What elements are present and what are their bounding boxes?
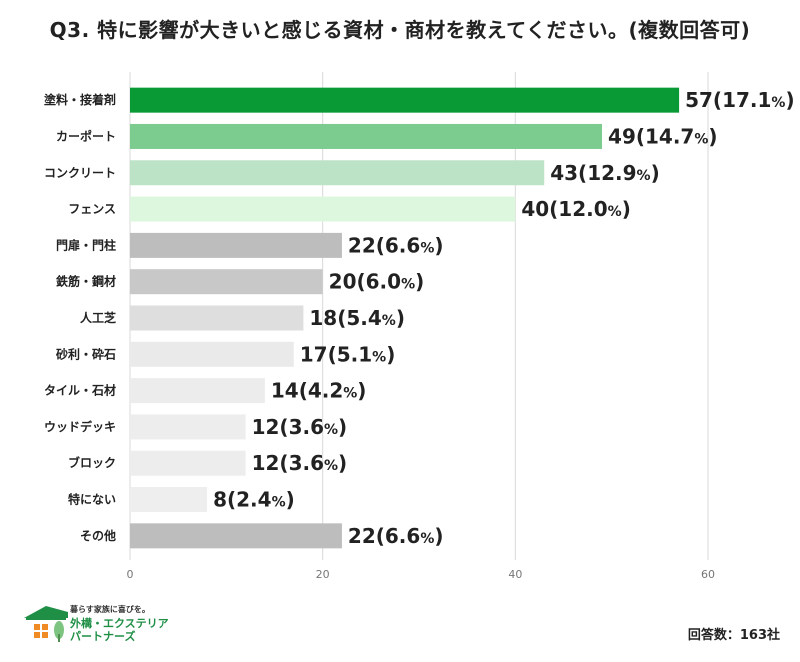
data-label: 57(17.1%) [685,88,795,112]
logo-name-line2: パートナーズ [70,630,136,643]
bar [130,414,246,440]
category-label: ブロック [68,455,116,470]
category-label: 特にない [68,492,116,507]
data-label: 43(12.9%) [550,161,660,185]
category-label: 門扉・門柱 [56,237,116,252]
x-tick-label: 60 [701,568,715,581]
bar [130,87,680,113]
bar [130,123,603,149]
bar [130,269,323,295]
logo-name-line1: 外構・エクステリア [70,617,169,630]
bar [130,450,246,476]
category-label: ウッドデッキ [44,419,116,434]
data-label: 40(12.0%) [521,197,631,221]
data-label: 49(14.7%) [608,124,718,148]
category-label: 砂利・砕石 [55,346,116,361]
data-label: 17(5.1%) [300,342,396,366]
category-label: その他 [80,528,116,543]
category-label: 塗料・接着剤 [44,92,116,107]
respondent-count: 回答数：163社 [687,628,780,643]
data-label: 14(4.2%) [271,379,367,403]
bar [130,232,342,258]
bar [130,378,265,404]
bar-chart: 0 20 40 60 塗料・接着剤 57(17.1%) カーポート 49(14.7%) コンクリ… [44,72,795,581]
data-label: 12(3.6%) [252,451,348,475]
category-label: フェンス [68,202,116,216]
bar [130,341,294,367]
bar [130,487,208,513]
company-logo: 暮らす家族に喜びを。 外構・エクステリア パートナーズ [24,604,224,648]
bar [130,196,516,222]
house-tree-icon [24,606,68,642]
data-label: 20(6.0%) [329,270,425,294]
logo-tagline: 暮らす家族に喜びを。 [70,605,150,614]
data-label: 8(2.4%) [213,488,295,512]
bar [130,160,545,186]
data-label: 12(3.6%) [252,415,348,439]
category-label: 鉄筋・鋼材 [56,274,116,289]
x-tick-label: 0 [127,568,134,581]
category-label: タイル・石材 [44,383,116,398]
category-label: 人工芝 [80,310,116,325]
bar [130,523,342,549]
data-label: 22(6.6%) [348,524,444,548]
chart-title: Q3. 特に影響が大きいと感じる資材・商材を教えてください。(複数回答可) [49,18,751,42]
data-label: 22(6.6%) [348,233,444,257]
category-label: カーポート [56,128,116,143]
data-label: 18(5.4%) [309,306,405,330]
category-label: コンクリート [44,166,116,180]
x-tick-label: 20 [316,568,330,581]
x-tick-label: 40 [508,568,522,581]
bar [130,305,304,331]
logo-name: 外構・エクステリア パートナーズ [70,617,169,643]
